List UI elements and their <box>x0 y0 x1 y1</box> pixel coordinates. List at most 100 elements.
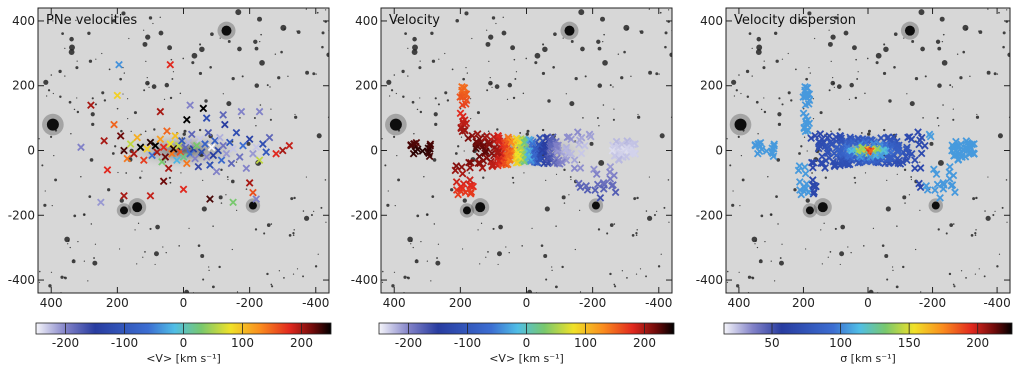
data-point-marker <box>100 136 108 145</box>
data-point-marker <box>914 128 922 136</box>
data-point-marker <box>265 133 274 142</box>
data-point-marker <box>592 170 601 179</box>
panel-title: PNe velocities <box>46 13 137 28</box>
data-point-marker <box>252 195 261 203</box>
colorbar-tick-label: 50 <box>764 336 779 350</box>
colorbar-tick-label: 150 <box>898 336 921 350</box>
y-tick-label: 400 <box>12 14 35 28</box>
data-point-marker <box>818 152 826 161</box>
colorbar-tick-label: 200 <box>290 336 313 350</box>
data-point-marker <box>830 161 839 170</box>
data-point-marker <box>171 132 180 140</box>
data-point-marker <box>611 188 620 197</box>
data-point-marker <box>931 186 939 194</box>
data-point-marker <box>606 168 614 176</box>
data-point-marker <box>181 143 189 152</box>
data-point-marker <box>932 170 941 179</box>
data-point-marker <box>929 165 938 174</box>
data-point-marker <box>425 149 433 158</box>
data-point-marker <box>514 152 523 161</box>
panel-title: Velocity <box>389 13 440 28</box>
data-point-marker <box>608 146 617 155</box>
data-point-marker <box>576 164 585 172</box>
x-tick-label: 0 <box>180 296 188 310</box>
data-point-marker <box>194 162 203 171</box>
data-point-marker <box>457 124 466 133</box>
data-point-marker <box>225 138 234 147</box>
data-point-marker <box>562 143 571 152</box>
colorbar-tick-label: 100 <box>231 336 254 350</box>
data-point-marker <box>77 143 85 152</box>
x-tick-label: -400 <box>645 296 672 310</box>
data-point-marker <box>507 138 516 146</box>
data-point-marker <box>409 140 418 148</box>
data-point-marker <box>538 146 547 154</box>
data-point-marker <box>926 132 935 141</box>
data-point-marker <box>800 124 809 133</box>
data-point-marker <box>426 142 434 150</box>
data-point-marker <box>530 151 539 160</box>
data-point-marker <box>500 159 509 168</box>
data-point-marker <box>272 149 280 158</box>
data-point-marker <box>202 114 211 122</box>
data-point-marker <box>245 135 254 144</box>
data-point-marker <box>87 101 95 109</box>
colorbar-label: <V> [km s⁻¹] <box>146 352 221 365</box>
data-point-marker <box>148 151 156 160</box>
x-tick-label: 200 <box>106 296 129 310</box>
y-tick-label: -400 <box>8 273 35 287</box>
data-point-marker <box>961 152 970 161</box>
data-point-marker <box>237 107 246 116</box>
data-point-marker <box>120 192 128 200</box>
data-point-marker <box>262 148 271 156</box>
data-point-marker <box>504 152 512 161</box>
data-point-marker <box>953 142 962 151</box>
data-point-marker <box>186 101 194 109</box>
data-point-marker <box>617 150 626 158</box>
colorbar-tick-label: 0 <box>180 336 188 350</box>
data-point-marker <box>565 132 573 141</box>
marker-layer <box>77 60 294 207</box>
data-point-marker <box>229 145 237 153</box>
data-point-marker <box>911 156 919 164</box>
data-point-marker <box>475 152 484 161</box>
panel-3: 400 200 0 -200 -400 400 200 0 -200 -400 Velocity d… <box>696 7 1013 365</box>
data-point-marker <box>916 183 925 192</box>
data-point-marker <box>810 188 818 196</box>
data-point-marker <box>847 147 856 156</box>
data-point-marker <box>483 132 491 140</box>
y-tick-label: 200 <box>700 79 723 93</box>
data-point-marker <box>768 149 777 158</box>
panel-2: 400 200 0 -200 -400 400 200 0 -200 -400 Velocity -2… <box>351 7 675 365</box>
data-point-marker <box>255 107 264 116</box>
data-point-marker <box>216 133 224 142</box>
data-point-marker <box>801 86 809 95</box>
x-tick-label: 400 <box>383 296 406 310</box>
data-point-marker <box>610 151 619 160</box>
data-point-marker <box>146 192 155 200</box>
data-point-marker <box>948 181 957 189</box>
data-point-marker <box>249 188 257 197</box>
data-point-marker <box>163 127 171 135</box>
data-point-marker <box>617 140 626 148</box>
data-point-marker <box>156 107 165 116</box>
data-point-marker <box>159 143 168 152</box>
y-tick-label: 400 <box>355 14 378 28</box>
data-point-marker <box>199 104 208 113</box>
y-tick-label: 0 <box>715 144 723 158</box>
data-point-marker <box>879 146 888 154</box>
data-point-marker <box>825 132 834 140</box>
data-point-marker <box>473 138 482 147</box>
data-point-marker <box>278 146 287 155</box>
data-point-marker <box>846 152 854 161</box>
star-field <box>38 8 329 293</box>
data-point-marker <box>623 144 631 152</box>
data-point-marker <box>466 163 474 172</box>
data-point-marker <box>544 154 553 162</box>
data-point-marker <box>905 132 914 141</box>
data-point-marker <box>512 158 521 167</box>
data-point-marker <box>143 145 151 153</box>
data-point-marker <box>917 149 926 158</box>
data-point-marker <box>596 194 605 202</box>
data-point-marker <box>877 134 885 142</box>
